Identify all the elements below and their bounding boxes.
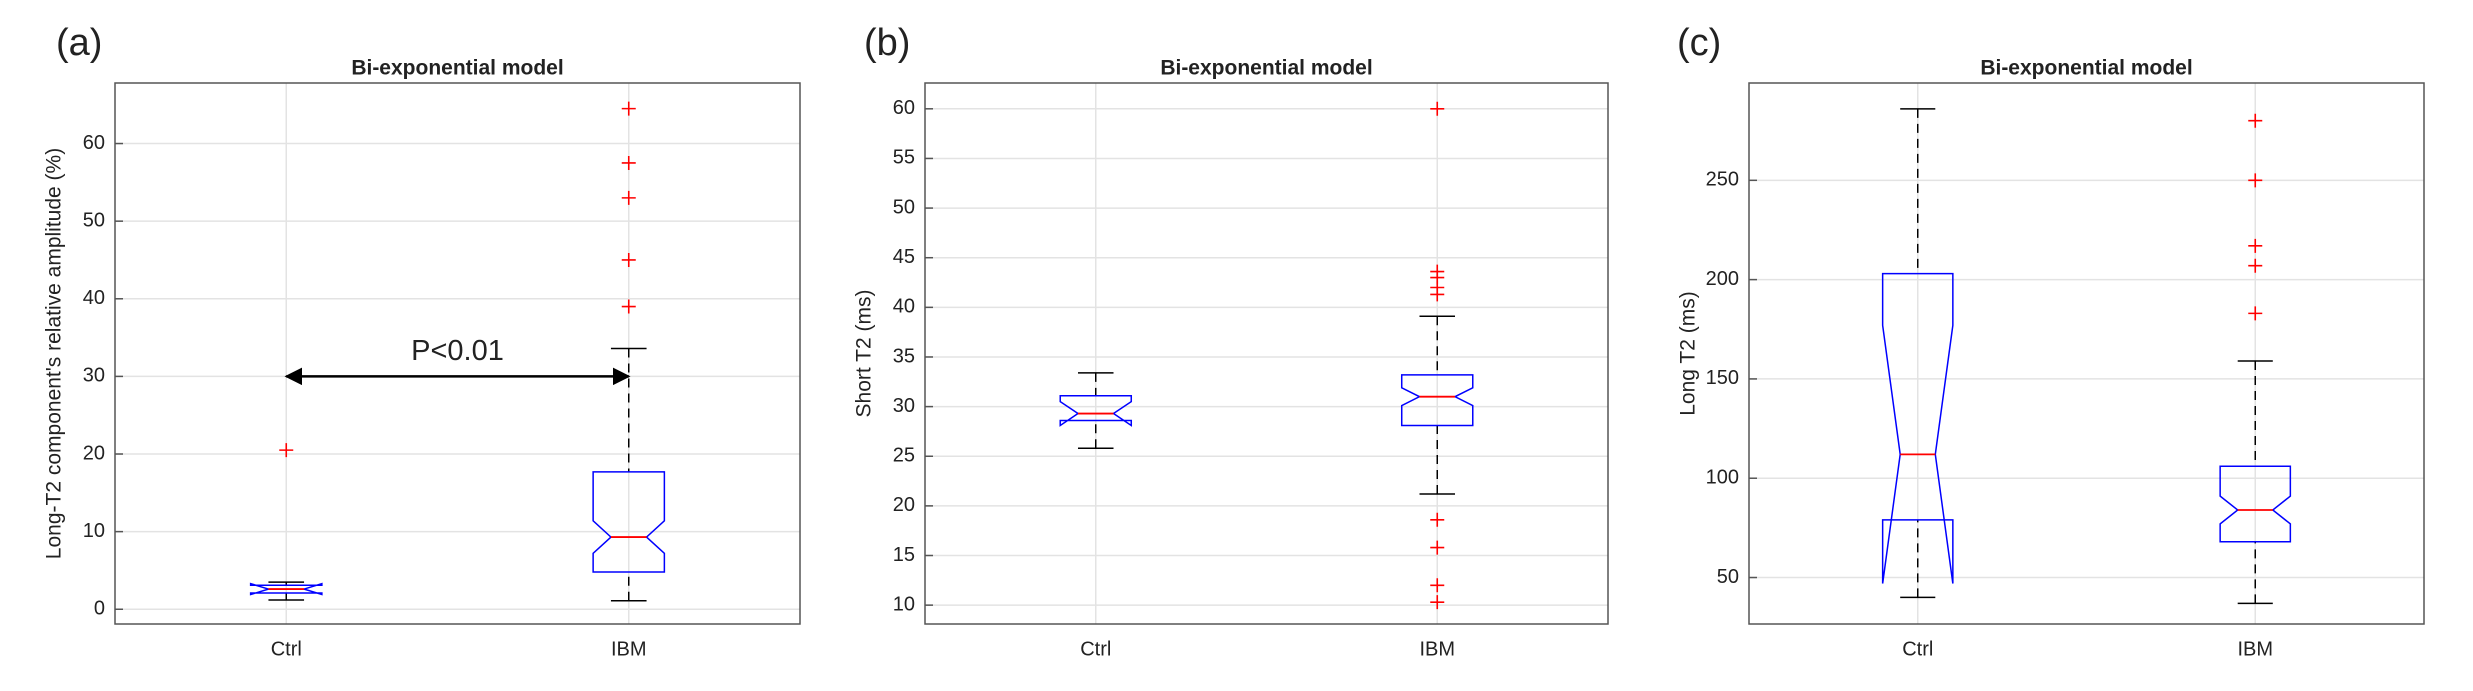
outlier	[2248, 113, 2263, 128]
y-tick-label: 60	[83, 132, 105, 154]
y-tick-label: 20	[83, 442, 105, 464]
y-tick-label: 100	[1706, 467, 1739, 489]
plot-area	[1749, 83, 2424, 624]
notched-box	[249, 582, 323, 596]
x-tick-label: Ctrl	[1080, 638, 1111, 660]
notched-box	[1059, 394, 1133, 427]
outlier	[2248, 173, 2263, 188]
x-tick-label: IBM	[2237, 638, 2273, 660]
y-axis-label: Long T2 (ms)	[1677, 291, 1700, 416]
y-tick-label: 40	[83, 287, 105, 309]
y-tick-label: 50	[893, 196, 915, 218]
y-axis-label: Short T2 (ms)	[853, 290, 876, 418]
y-tick-label: 30	[83, 365, 105, 387]
panel-label: (a)	[56, 22, 102, 64]
outlier	[1430, 595, 1445, 610]
x-tick-label: Ctrl	[271, 638, 302, 660]
outlier	[1430, 101, 1445, 116]
chart-title: Bi-exponential model	[1980, 57, 2192, 80]
outlier	[621, 252, 636, 267]
y-tick-label: 30	[893, 395, 915, 417]
y-tick-label: 50	[83, 209, 105, 231]
annotation-text: P<0.01	[411, 335, 504, 367]
outlier	[1430, 264, 1445, 279]
y-tick-label: 55	[893, 147, 915, 169]
x-tick-label: IBM	[1419, 638, 1455, 660]
outlier	[621, 299, 636, 314]
notched-box	[1400, 374, 1474, 427]
outlier	[279, 443, 294, 458]
outlier	[1430, 578, 1445, 593]
plot-area	[925, 83, 1608, 624]
y-axis-label: Long-T2 component's relative amplitude (…	[43, 148, 66, 559]
y-tick-label: 15	[893, 544, 915, 566]
panel: (c) Bi-exponential model 50 100 150 200 250 Ctr…	[1677, 22, 2425, 660]
y-tick-label: 200	[1706, 268, 1739, 290]
x-tick-label: Ctrl	[1902, 638, 1933, 660]
notched-box	[1881, 272, 1954, 584]
y-tick-label: 10	[83, 520, 105, 542]
plot-area	[115, 83, 800, 624]
y-tick-label: 250	[1706, 169, 1739, 191]
y-tick-label: 35	[893, 345, 915, 367]
chart-title: Bi-exponential model	[1160, 57, 1372, 80]
panel: (a) Bi-exponential model 0 10 20 30 40 50 60 Ctrl…	[43, 22, 801, 660]
outlier	[1430, 540, 1445, 555]
y-tick-label: 40	[893, 296, 915, 318]
outlier	[621, 101, 636, 116]
y-tick-label: 0	[94, 598, 105, 620]
y-tick-label: 20	[893, 494, 915, 516]
notched-box	[2219, 465, 2292, 543]
outlier	[2248, 258, 2263, 273]
notched-box	[592, 471, 666, 573]
y-tick-label: 150	[1706, 367, 1739, 389]
panel-label: (c)	[1677, 22, 1721, 64]
axes-frame	[114, 82, 801, 625]
outlier	[621, 190, 636, 205]
outlier	[621, 155, 636, 170]
y-tick-label: 50	[1717, 566, 1739, 588]
y-tick-label: 60	[893, 97, 915, 119]
outlier	[2248, 238, 2263, 253]
outlier	[2248, 306, 2263, 321]
y-tick-label: 45	[893, 246, 915, 268]
outlier	[1430, 512, 1445, 527]
panel: (b) Bi-exponential model 10 15 20 25 30 35 40 45 5…	[853, 22, 1609, 660]
axes-frame	[1748, 82, 2425, 625]
panel-label: (b)	[864, 22, 910, 64]
y-tick-label: 25	[893, 445, 915, 467]
axes-frame	[924, 82, 1609, 625]
x-tick-label: IBM	[611, 638, 647, 660]
y-tick-label: 10	[893, 593, 915, 615]
chart-title: Bi-exponential model	[351, 57, 563, 80]
